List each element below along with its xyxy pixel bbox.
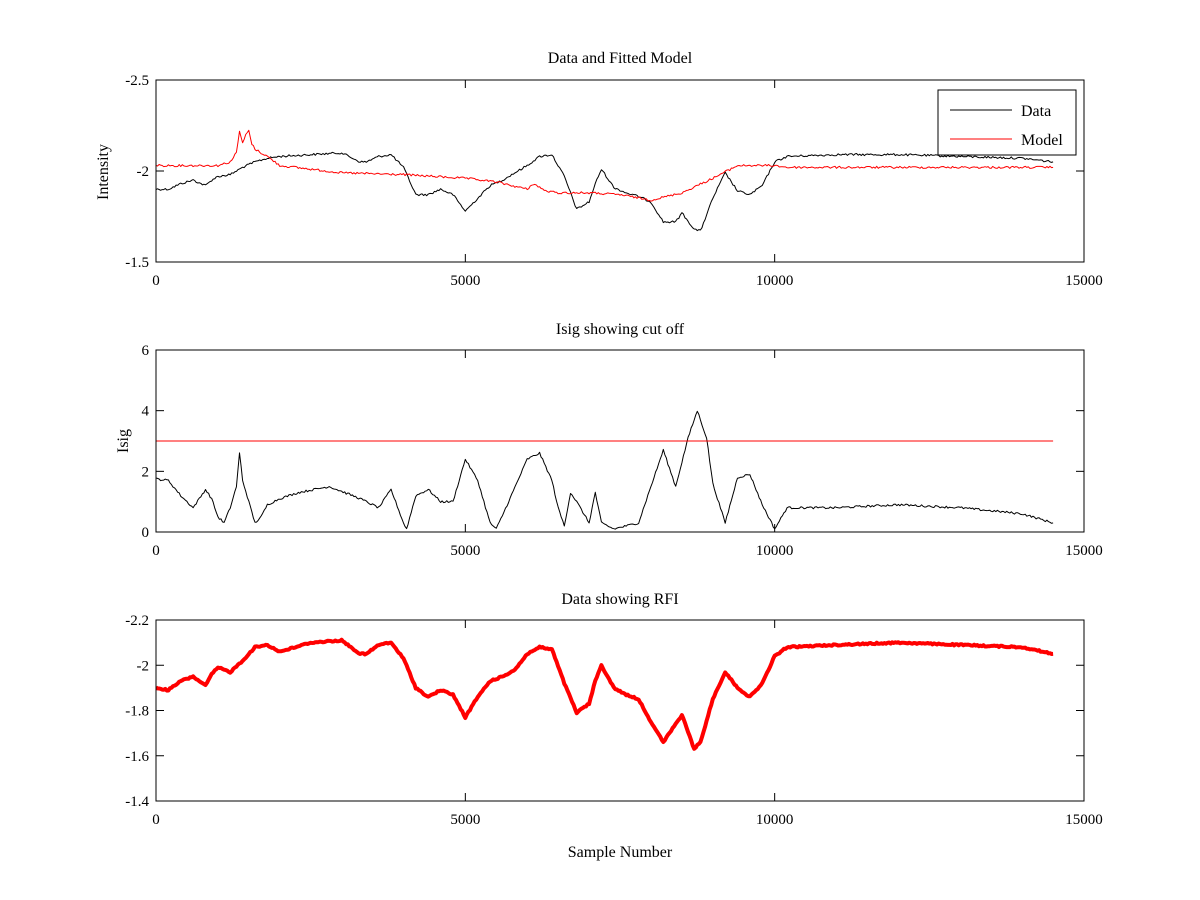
panel-1: Data and Fitted Model Intensity 0 5000 100… xyxy=(95,50,1103,289)
x-tick-label: 15000 xyxy=(1065,543,1103,559)
x-tick-label: 15000 xyxy=(1065,273,1103,289)
axes-box xyxy=(155,349,1085,533)
panel-3-plot: 0 5000 10000 15000 -1.4 -1.6 -1.8 -2 -2.2 xyxy=(125,613,1103,828)
y-tick-label: -1.6 xyxy=(125,749,149,765)
y-tick-label: -2 xyxy=(137,658,150,674)
y-tick-label: 2 xyxy=(142,464,150,480)
y-tick-label: -2 xyxy=(137,164,150,180)
x-tick-label: 0 xyxy=(152,543,160,559)
x-tick-label: 10000 xyxy=(756,812,794,828)
x-tick-label: 15000 xyxy=(1065,812,1103,828)
x-tick-label: 5000 xyxy=(450,273,480,289)
panel-2-ylabel: Isig xyxy=(115,429,132,453)
series-line xyxy=(156,410,1054,530)
panel-3-xlabel: Sample Number xyxy=(568,844,673,861)
y-tick-label: -1.8 xyxy=(125,704,149,720)
panel-1-plot: 0 5000 10000 15000 -1.5 -2 -2.5 xyxy=(125,73,1103,289)
x-tick-label: 0 xyxy=(152,812,160,828)
x-tick-label: 10000 xyxy=(756,543,794,559)
x-tick-label: 5000 xyxy=(450,543,480,559)
series-data-line xyxy=(156,151,1054,232)
panel-1-title: Data and Fitted Model xyxy=(548,50,693,67)
y-tick-label: 4 xyxy=(142,404,150,420)
panel-3-title: Data showing RFI xyxy=(561,591,678,608)
x-tick-label: 0 xyxy=(152,273,160,289)
y-tick-label: -2.2 xyxy=(125,613,149,629)
legend-model-label: Model xyxy=(1021,132,1063,149)
panel-2: Isig showing cut off Isig 0 5000 10000 1500… xyxy=(115,321,1103,559)
legend: Data Model xyxy=(937,89,1077,156)
y-tick-label: -2.5 xyxy=(125,73,149,89)
y-tick-label: -1.5 xyxy=(125,255,149,271)
y-tick-label: -1.4 xyxy=(125,794,149,810)
x-tick-label: 10000 xyxy=(756,273,794,289)
panel-2-title: Isig showing cut off xyxy=(556,321,685,338)
legend-box xyxy=(937,89,1077,156)
panel-2-plot: 0 5000 10000 15000 0 2 4 6 xyxy=(142,343,1103,559)
y-tick-label: 0 xyxy=(142,525,150,541)
y-tick-label: 6 xyxy=(142,343,150,359)
panel-3: Data showing RFI Sample Number 0 5000 1000… xyxy=(125,591,1103,861)
x-tick-label: 5000 xyxy=(450,812,480,828)
series-line xyxy=(156,637,1054,751)
panel-1-ylabel: Intensity xyxy=(95,144,112,200)
series-model-line xyxy=(156,129,1054,202)
legend-data-label: Data xyxy=(1021,103,1051,120)
